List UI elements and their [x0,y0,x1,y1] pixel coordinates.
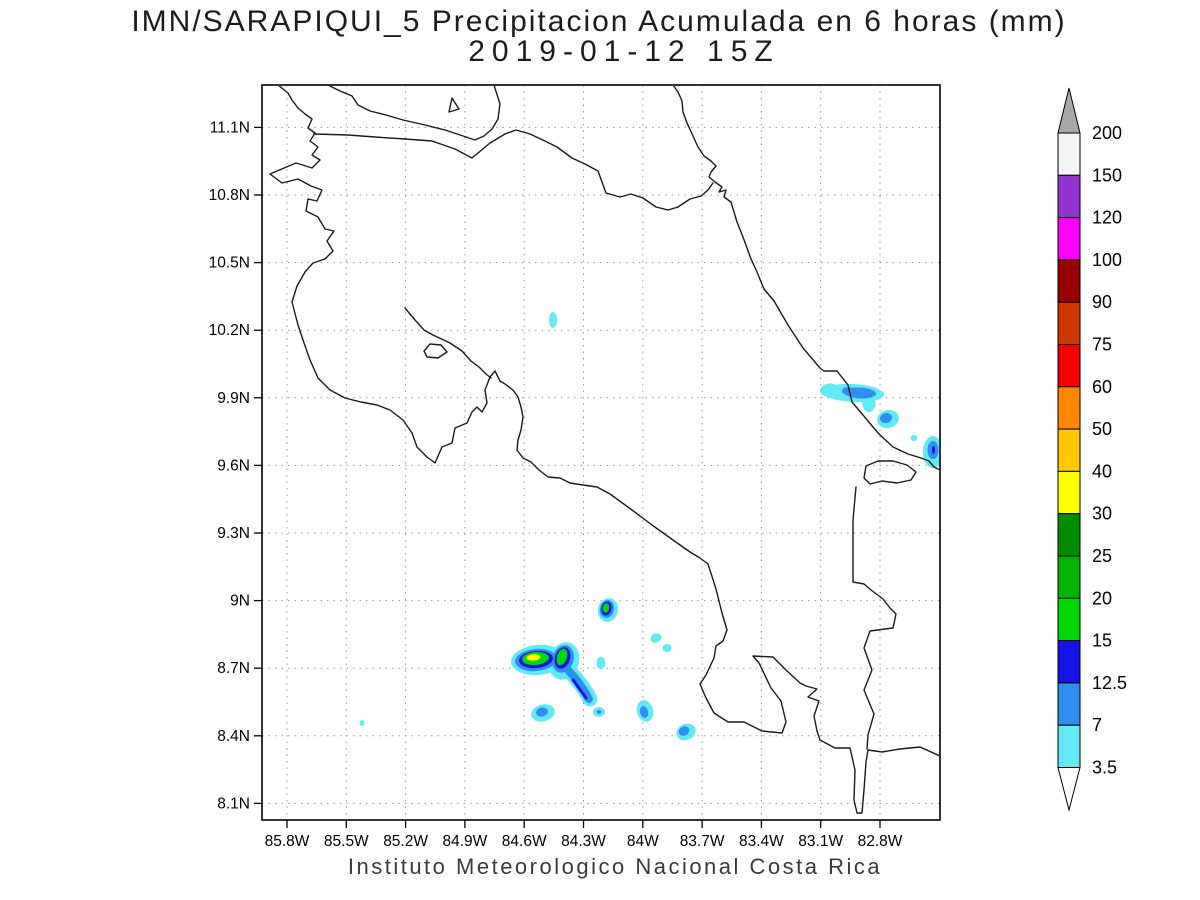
colorbar-segment [1057,682,1081,726]
lat-axis: 11.1N 10.8N 10.5N 10.2N 9.9N 9.6N 9.3N 9… [209,119,250,812]
precip-speck-ocean [359,720,365,726]
colorbar-label: 40 [1092,461,1112,481]
lat-tick-label: 9N [230,593,250,610]
colorbar-segment [1057,132,1081,176]
figure-title: IMN/SARAPIQUI_5 Precipitacion Acumulada … [131,5,1066,38]
lat-tick-label: 9.3N [217,525,250,542]
colorbar-label: 3.5 [1092,758,1117,778]
lat-tick-label: 9.6N [217,457,250,474]
coast-pacific-costa-rica [269,86,939,814]
precip-cluster-caribbean [820,383,939,468]
lat-tick-label: 10.8N [209,187,250,204]
colorbar-segment [1057,640,1081,684]
lat-tick-label: 11.1N [210,119,250,136]
colorbar-segment [1057,174,1081,219]
border-costa-rica-nicaragua [313,129,714,211]
lat-tick-label: 10.5N [209,255,250,272]
border-costa-rica-panama [852,486,897,750]
colorbar-segment [1057,555,1081,599]
map-frame [261,84,941,821]
precipitation-shading [359,312,939,741]
precip-dots-southeast [636,633,696,741]
precip-blob-895n [597,598,619,622]
lon-axis: 85.8W 85.5W 85.2W 84.9W 84.6W 84.3W 84W … [265,833,903,850]
colorbar-segment [1057,301,1081,346]
precip-cluster-south [511,642,606,722]
lon-tick-label: 85.8W [265,833,310,850]
colorbar-label: 25 [1092,546,1112,566]
lon-tick-label: 84.9W [442,833,487,850]
colorbar-segment [1057,470,1081,515]
colorbar-label: 100 [1092,250,1122,270]
footer-institution: Instituto Meteorologico Nacional Costa R… [348,854,882,879]
colorbar-label: 30 [1092,504,1112,524]
lon-tick-label: 83.7W [680,833,725,850]
lon-tick-label: 84.3W [561,833,606,850]
lat-tick-label: 8.7N [217,660,250,677]
colorbar-segment [1057,513,1081,557]
colorbar-label: 120 [1092,208,1122,228]
colorbar-label: 150 [1092,165,1122,185]
colorbar-arrow-over [1057,87,1081,134]
lat-tick-label: 8.1N [217,795,250,812]
colorbar-label: 20 [1092,588,1112,608]
lat-tick-label: 9.9N [217,390,250,407]
colorbar-label: 12.5 [1092,673,1127,693]
colorbar-label: 200 [1092,123,1122,143]
colorbar-label: 7 [1092,715,1102,735]
lon-tick-label: 83.1W [798,833,843,850]
colorbar-segment [1057,217,1081,261]
lat-tick-label: 10.2N [209,322,250,339]
lon-tick-label: 82.8W [858,833,903,850]
colorbar-segment [1057,259,1081,303]
colorbar-label: 60 [1092,377,1112,397]
lon-tick-label: 85.5W [324,833,369,850]
colorbar-label: 50 [1092,419,1112,439]
colorbar-segment [1057,597,1081,642]
coastlines [269,86,939,814]
colorbar-segment [1057,344,1081,388]
figure-subtitle-datetime: 2019-01-12 15Z [468,35,780,68]
lon-tick-label: 84W [627,833,659,850]
river-tempisque [404,307,492,379]
lon-tick-label: 84.6W [502,833,547,850]
lake-arenal [423,343,448,359]
colorbar-label: 75 [1092,335,1112,355]
colorbar-segment [1057,724,1081,769]
lat-tick-label: 8.4N [217,728,250,745]
lon-tick-label: 85.2W [383,833,428,850]
precip-speck-north [549,312,557,328]
colorbar-label: 90 [1092,292,1112,312]
colorbar: 200 150 120 100 90 75 60 50 40 30 25 20 … [1057,87,1127,812]
colorbar-label: 15 [1092,631,1112,651]
graticule-grid [262,85,940,820]
lagoon-sixaola [863,460,917,485]
axis-ticks [254,126,881,828]
ometepe-island [448,97,460,113]
colorbar-segment [1057,386,1081,430]
coast-caribbean [672,86,939,471]
lon-tick-label: 83.4W [739,833,784,850]
lake-nicaragua-shore [328,86,501,141]
colorbar-segment [1057,428,1081,472]
colorbar-arrow-under [1057,767,1081,812]
